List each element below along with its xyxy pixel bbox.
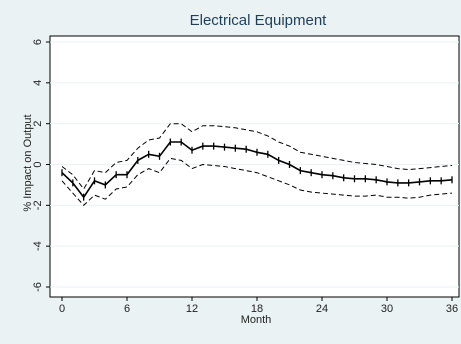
x-tick-label: 18: [251, 303, 263, 315]
x-tick-label: 24: [316, 303, 328, 315]
plot-area: [49, 35, 460, 298]
x-tick-label: 36: [446, 303, 458, 315]
confidence-band-lower-line: [61, 157, 453, 207]
x-tick-label: 6: [124, 303, 130, 315]
x-tick-label: 12: [186, 303, 198, 315]
y-tick-label: 2: [32, 121, 44, 127]
y-tick-label: 0: [32, 161, 44, 167]
x-tick-label: 30: [381, 303, 393, 315]
confidence-band-upper-line: [61, 123, 453, 190]
y-tick-label: 4: [32, 80, 44, 86]
y-axis-ticks: 6 4 2 0 -2 -4 -6: [32, 39, 50, 292]
y-tick-label: 6: [32, 39, 44, 45]
y-axis-label: % Impact on Output: [22, 114, 34, 211]
x-axis-label: Month: [241, 314, 272, 326]
y-tick-label: -2: [32, 200, 44, 210]
grid-lines: [50, 41, 459, 288]
y-tick-label: -4: [32, 241, 44, 251]
x-axis-ticks: 0 6 12 18 24 30 36: [59, 297, 458, 315]
y-tick-label: -6: [32, 282, 44, 292]
chart-title: Electrical Equipment: [190, 12, 328, 29]
x-tick-label: 0: [59, 303, 65, 315]
series-layer: [61, 123, 453, 207]
